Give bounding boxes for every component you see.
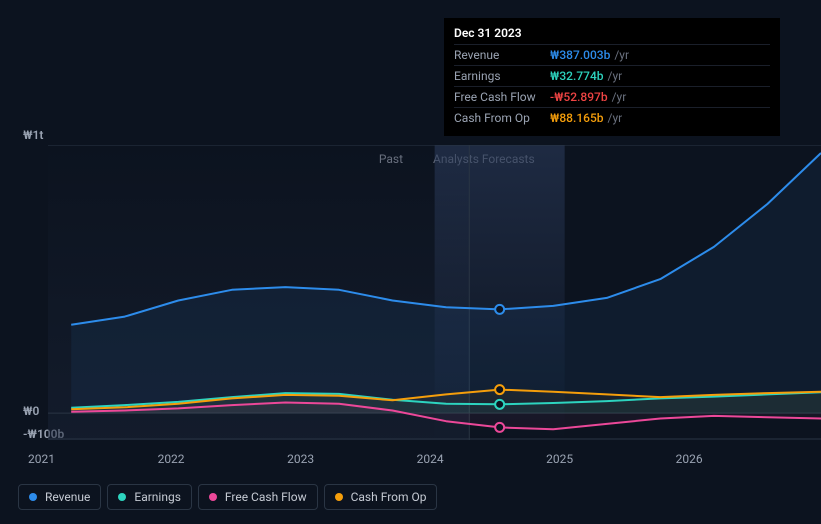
tooltip-metric-unit: /yr <box>608 69 623 83</box>
tooltip-metric-value: -₩52.897b <box>550 90 608 104</box>
tooltip-row: Free Cash Flow-₩52.897b/yr <box>454 86 770 107</box>
x-axis-label: 2025 <box>546 452 573 466</box>
tooltip-metric-value: ₩32.774b <box>550 69 604 83</box>
chart-plot-area[interactable] <box>48 145 821 440</box>
y-axis-label: ₩0 <box>23 404 39 418</box>
tooltip-metric-unit: /yr <box>608 111 623 125</box>
chart-tooltip: Dec 31 2023 Revenue₩387.003b/yrEarnings₩… <box>444 18 780 136</box>
legend-item-earnings[interactable]: Earnings <box>107 484 192 510</box>
financial-chart: ₩1t₩0-₩100b Past Analysts Forecasts Dec … <box>18 0 803 465</box>
legend-item-revenue[interactable]: Revenue <box>18 484 101 510</box>
tooltip-metric-unit: /yr <box>612 90 627 104</box>
tooltip-metric-value: ₩88.165b <box>550 111 604 125</box>
legend-swatch-icon <box>209 493 217 501</box>
legend-label: Cash From Op <box>351 490 427 504</box>
tooltip-row: Cash From Op₩88.165b/yr <box>454 107 770 128</box>
tooltip-metric-label: Cash From Op <box>454 111 550 125</box>
tooltip-metric-value: ₩387.003b <box>550 48 610 62</box>
x-axis-label: 2023 <box>287 452 314 466</box>
legend-label: Free Cash Flow <box>225 490 307 504</box>
tooltip-row: Revenue₩387.003b/yr <box>454 44 770 65</box>
legend-item-cash-from-op[interactable]: Cash From Op <box>324 484 438 510</box>
tooltip-metric-label: Earnings <box>454 69 550 83</box>
x-axis-label: 2022 <box>158 452 185 466</box>
x-axis-label: 2024 <box>417 452 444 466</box>
tooltip-metric-unit: /yr <box>614 48 629 62</box>
y-axis-label: ₩1t <box>23 128 43 142</box>
chart-legend: Revenue Earnings Free Cash Flow Cash From O… <box>18 484 437 510</box>
x-axis-label: 2021 <box>28 452 55 466</box>
legend-swatch-icon <box>29 493 37 501</box>
tooltip-metric-label: Free Cash Flow <box>454 90 550 104</box>
legend-swatch-icon <box>118 493 126 501</box>
tooltip-metric-label: Revenue <box>454 48 550 62</box>
legend-label: Earnings <box>134 490 181 504</box>
legend-label: Revenue <box>45 490 90 504</box>
legend-swatch-icon <box>335 493 343 501</box>
legend-item-free-cash-flow[interactable]: Free Cash Flow <box>198 484 318 510</box>
tooltip-date: Dec 31 2023 <box>454 26 770 44</box>
x-axis: 2021 2022 2023 2024 2025 2026 <box>18 452 803 472</box>
x-axis-label: 2026 <box>676 452 703 466</box>
tooltip-row: Earnings₩32.774b/yr <box>454 65 770 86</box>
